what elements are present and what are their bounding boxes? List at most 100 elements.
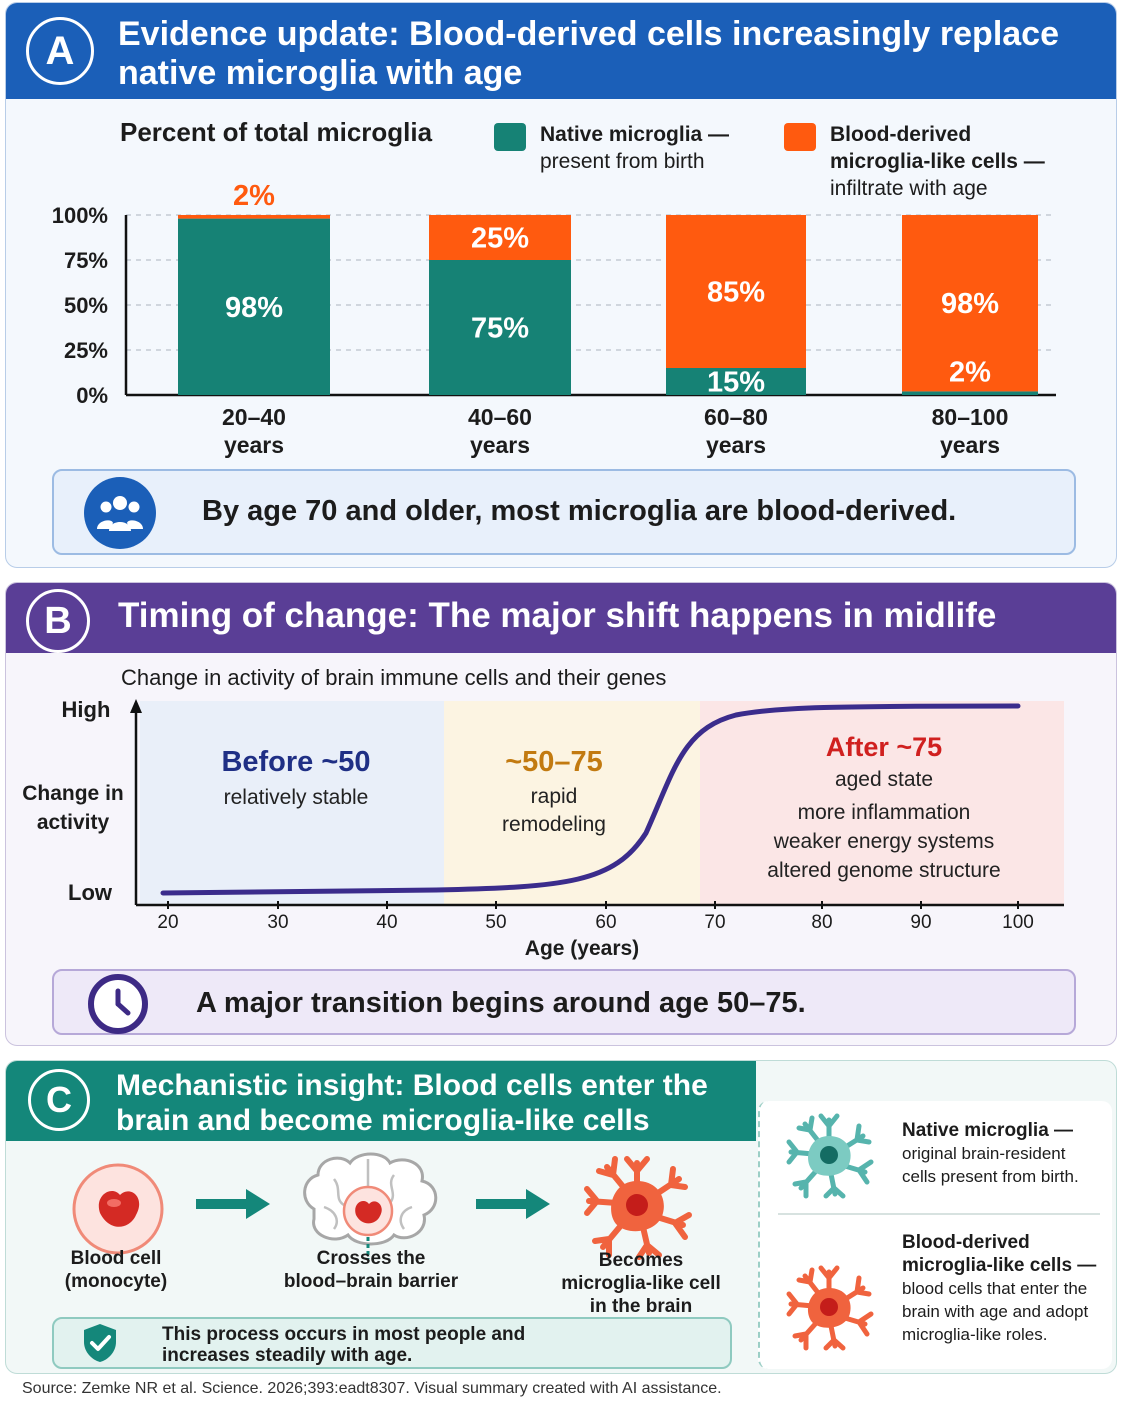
x-tick-label: 50 xyxy=(485,912,506,933)
x-category-label: years xyxy=(940,432,1000,458)
data-label-native: 15% xyxy=(707,367,765,399)
x-tick-label: 20 xyxy=(157,912,178,933)
x-category-label: 20–40 xyxy=(222,404,286,430)
brain-icon xyxy=(303,1152,438,1259)
data-label-native: 75% xyxy=(471,313,529,345)
legend-c-blood-line-2: brain with age and adopt xyxy=(902,1302,1089,1321)
y-label-high: High xyxy=(62,697,111,722)
legend-blood-label-2: microglia-like cells — xyxy=(830,150,1045,173)
note-line-1: This process occurs in most people and xyxy=(162,1324,526,1345)
zone-before-50-title: Before ~50 xyxy=(221,746,370,778)
legend-native: Native microglia — present from birth xyxy=(494,121,729,175)
legend-divider xyxy=(778,1213,1100,1215)
data-label-blood-derived: 2% xyxy=(233,180,275,212)
legend-c-native-line-1: original brain-resident xyxy=(902,1144,1066,1163)
bar-segment-native xyxy=(902,391,1038,395)
step-3-line-2: microglia-like cell xyxy=(561,1273,721,1294)
zone-after-75-text-1: aged state xyxy=(835,768,933,791)
zone-after-75-text-4: altered genome structure xyxy=(767,859,1000,882)
panel-b-title: Timing of change: The major shift happen… xyxy=(118,596,997,635)
zone-50-75-text-2: remodeling xyxy=(502,813,606,836)
x-category-label: 40–60 xyxy=(468,404,532,430)
y-tick-label: 0% xyxy=(76,383,108,408)
blood-derived-cell-icon xyxy=(786,1265,874,1351)
x-category-label: 60–80 xyxy=(704,404,768,430)
panel-c-header: C Mechanistic insight: Blood cells enter… xyxy=(6,1061,756,1141)
legend-native-label: Native microglia — xyxy=(540,123,730,146)
y-label-mid-2: activity xyxy=(37,811,110,834)
x-category-label: 80–100 xyxy=(932,404,1009,430)
x-tick-label: 90 xyxy=(910,912,931,933)
chart-title: Percent of total microglia xyxy=(120,117,433,147)
panel-a-callout: By age 70 and older, most microglia are … xyxy=(52,469,1076,555)
y-label-mid-1: Change in xyxy=(22,782,124,805)
zone-after-75-text-2: more inflammation xyxy=(798,801,971,824)
x-category-label: years xyxy=(224,432,284,458)
panel-b: B Timing of change: The major shift happ… xyxy=(5,582,1117,1046)
legend-c-native-label: Native microglia — xyxy=(902,1120,1074,1141)
bar-segment-blood-derived xyxy=(429,215,571,260)
zone-50-75-text-1: rapid xyxy=(531,785,578,808)
panel-b-subtitle: Change in activity of brain immune cells… xyxy=(121,665,667,690)
x-category-label: years xyxy=(706,432,766,458)
microglia-like-cell-icon xyxy=(584,1156,692,1260)
legend-native-swatch xyxy=(494,123,526,151)
data-label-blood-derived: 98% xyxy=(941,288,999,320)
data-label-blood-derived: 25% xyxy=(471,223,529,255)
arrow-right-icon xyxy=(476,1189,550,1219)
blood-cell-icon xyxy=(72,1163,164,1255)
note-line-2: increases steadily with age. xyxy=(162,1345,413,1366)
legend-c-blood-label-1: Blood-derived xyxy=(902,1232,1030,1253)
panel-a-header: A Evidence update: Blood-derived cells i… xyxy=(6,3,1116,99)
zone-after-75-title: After ~75 xyxy=(826,732,942,762)
zone-after-75-text-3: weaker energy systems xyxy=(773,830,995,853)
panel-c-legend: Native microglia — original brain-reside… xyxy=(758,1101,1112,1369)
x-tick-label: 30 xyxy=(267,912,288,933)
stacked-bar-chart: 0%25%50%75%100%98%2%20–40years75%25%40–6… xyxy=(52,180,1056,458)
legend-native-sub: present from birth xyxy=(540,150,705,173)
panel-b-header: B Timing of change: The major shift happ… xyxy=(6,583,1116,653)
step-1-line-2: (monocyte) xyxy=(64,1271,168,1292)
legend-blood-swatch xyxy=(784,123,816,151)
legend-blood-sub: infiltrate with age xyxy=(830,177,988,200)
bar-segment-blood-derived xyxy=(178,215,330,219)
activity-curve-chart: High Change in activity Low 20 30 40 50 60 70… xyxy=(22,697,1064,960)
panel-b-callout-text: A major transition begins around age 50–… xyxy=(196,987,806,1019)
data-label-blood-derived: 85% xyxy=(707,277,765,309)
x-category-label: years xyxy=(470,432,530,458)
panel-b-callout: A major transition begins around age 50–… xyxy=(52,969,1076,1035)
clock-icon xyxy=(88,974,148,1034)
y-tick-label: 25% xyxy=(64,338,108,363)
zone-before-50-text: relatively stable xyxy=(224,786,369,809)
arrow-right-icon xyxy=(196,1189,270,1219)
data-label-native: 98% xyxy=(225,292,283,324)
step-3-line-1: Becomes xyxy=(598,1250,684,1271)
source-citation: Source: Zemke NR et al. Science. 2026;39… xyxy=(22,1380,722,1397)
panel-a-callout-text: By age 70 and older, most microglia are … xyxy=(202,495,957,527)
panel-c-title: Mechanistic insight: Blood cells enter t… xyxy=(116,1069,708,1137)
legend-blood-label-1: Blood-derived xyxy=(830,123,972,146)
y-axis-arrow xyxy=(130,699,142,713)
panel-c-note: This process occurs in most people and i… xyxy=(52,1317,732,1369)
step-2-line-1: Crosses the xyxy=(316,1248,426,1269)
zone-after-75-bg xyxy=(700,701,1064,905)
panel-a-title: Evidence update: Blood-derived cells inc… xyxy=(118,15,1059,93)
legend-blood: Blood-derived microglia-like cells — inf… xyxy=(784,121,1045,202)
panel-c-badge: C xyxy=(28,1069,90,1131)
y-tick-label: 50% xyxy=(64,293,108,318)
x-tick-label: 100 xyxy=(1002,912,1034,933)
y-tick-label: 100% xyxy=(52,203,108,228)
panel-c: C Mechanistic insight: Blood cells enter… xyxy=(5,1060,1117,1374)
x-tick-label: 80 xyxy=(811,912,832,933)
data-label-native: 2% xyxy=(949,356,991,388)
step-crossing-label: Crosses the blood–brain barrier xyxy=(276,1247,466,1293)
panel-b-badge: B xyxy=(26,589,90,653)
legend-c-blood-line-3: microglia-like roles. xyxy=(902,1325,1048,1344)
x-tick-label: 70 xyxy=(704,912,725,933)
y-tick-label: 75% xyxy=(64,248,108,273)
y-label-low: Low xyxy=(68,880,113,905)
activity-curve xyxy=(160,703,1021,896)
step-3-line-3: in the brain xyxy=(589,1296,693,1317)
shield-check-icon xyxy=(84,1324,116,1362)
bar-segment-native xyxy=(429,260,571,395)
